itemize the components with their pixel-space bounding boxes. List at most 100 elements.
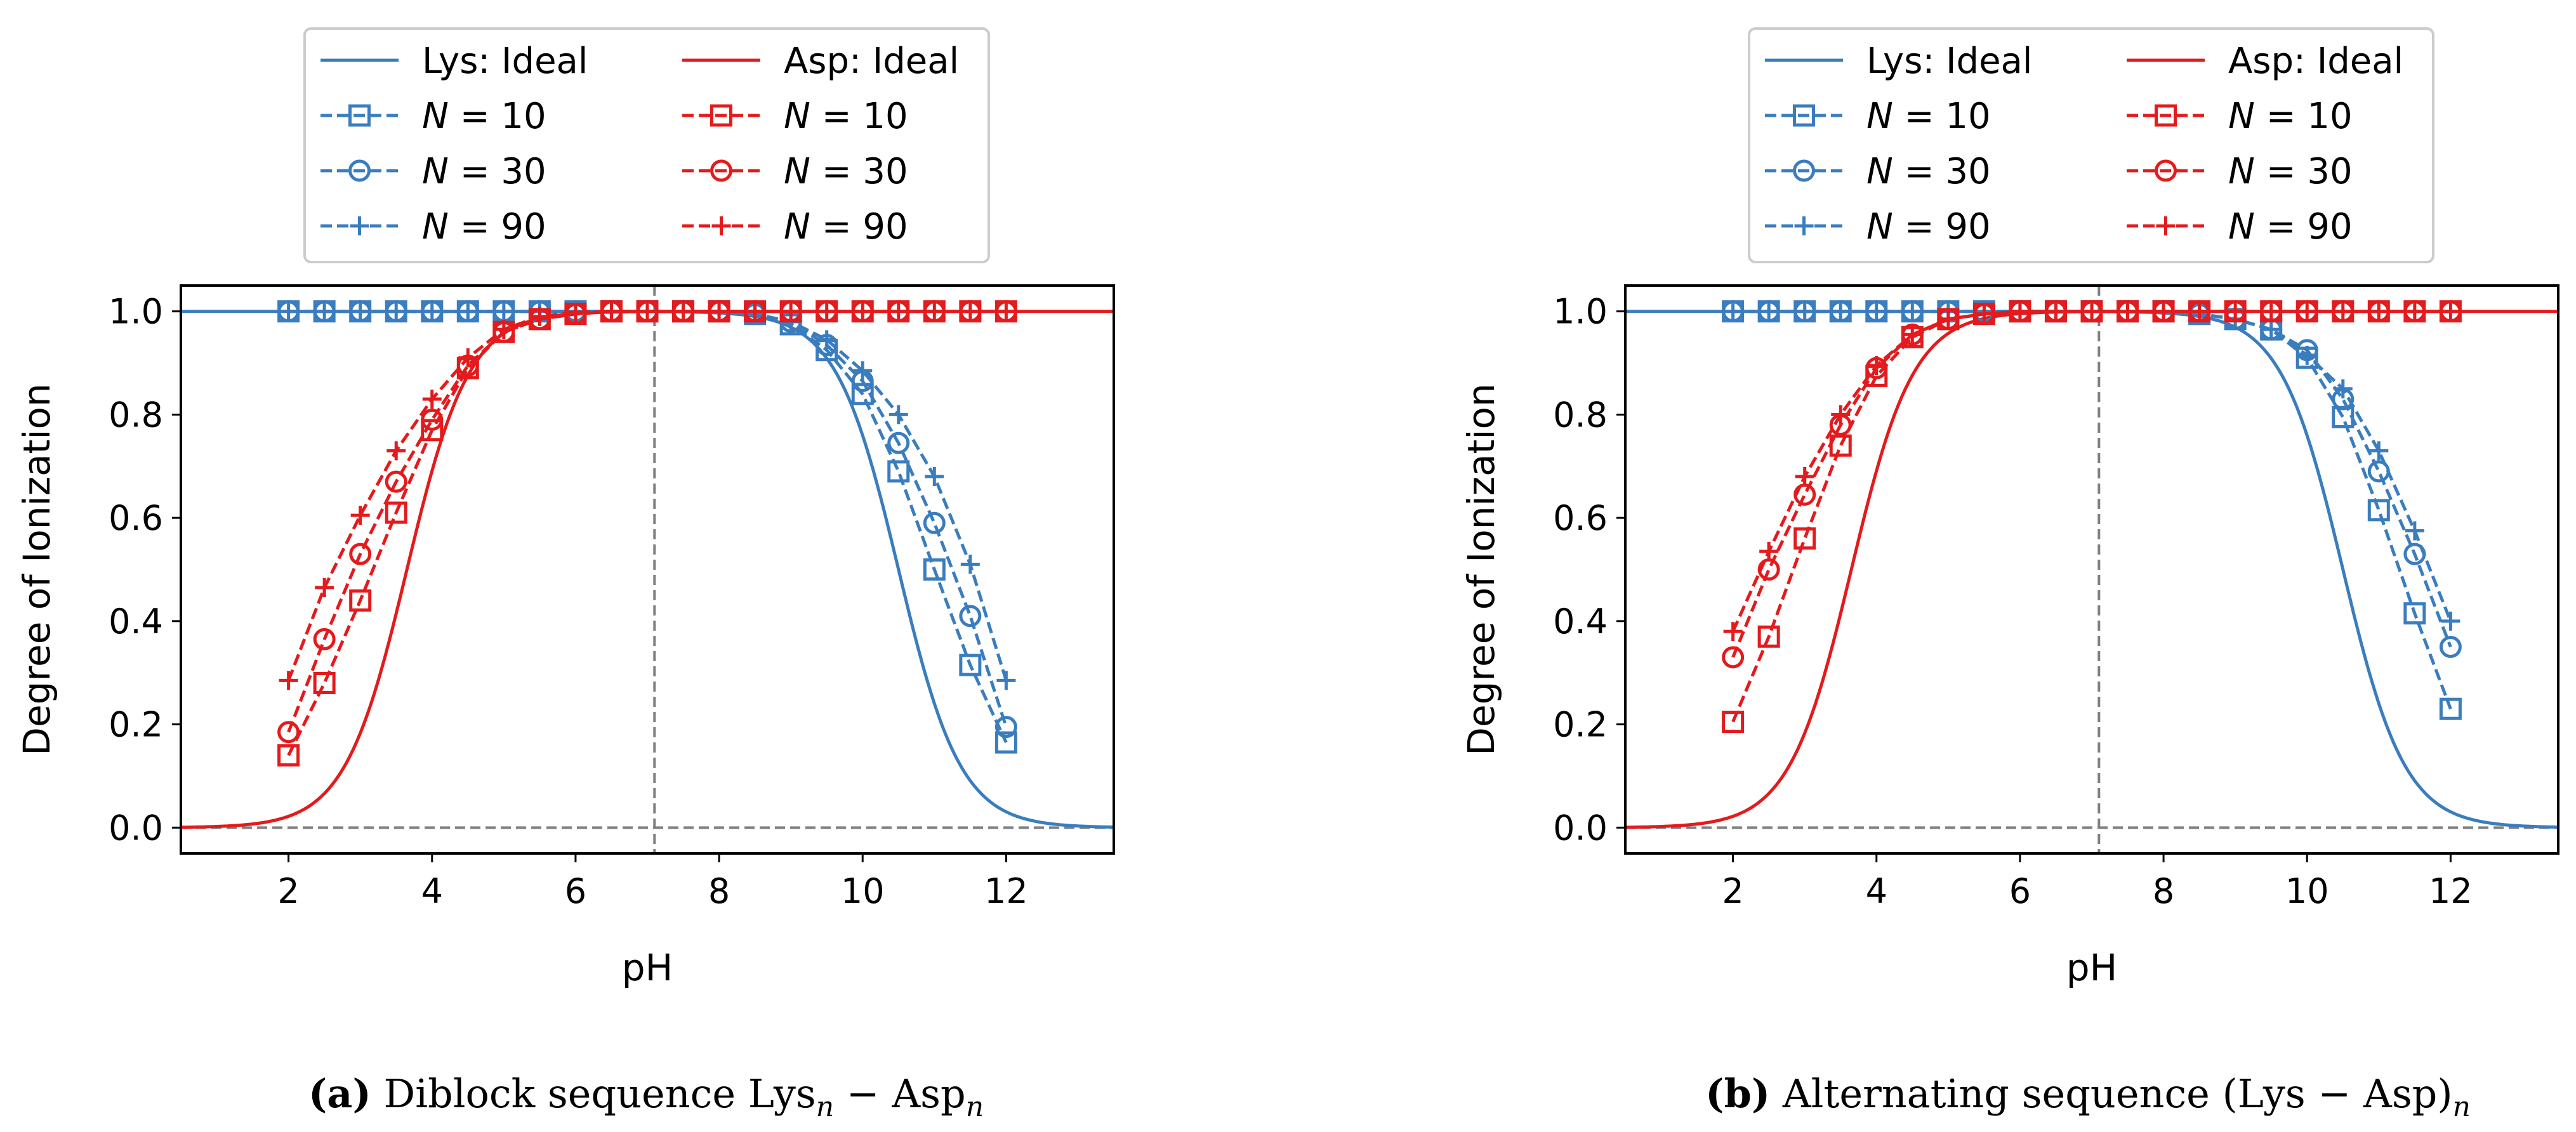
asp-plus-point bbox=[458, 348, 478, 367]
asp-plus-point bbox=[2297, 301, 2317, 321]
legend-label: Lys: Ideal bbox=[1866, 41, 2032, 82]
lys-square-point bbox=[2332, 405, 2355, 428]
legend-item: N = 10 bbox=[1765, 96, 1991, 137]
asp-plus-point bbox=[565, 303, 585, 322]
legend-marker bbox=[348, 104, 371, 127]
asp-plus-point bbox=[422, 390, 442, 409]
legend-item: N = 10 bbox=[682, 96, 908, 137]
lys-plus-line bbox=[288, 310, 1008, 681]
asp-plus-point bbox=[781, 301, 801, 321]
legend-box bbox=[1748, 27, 2434, 263]
caption-text: − Asp bbox=[834, 1070, 966, 1117]
lys-circle-point bbox=[887, 431, 910, 454]
lys-plus-point bbox=[279, 301, 298, 321]
lys-square-point bbox=[2439, 697, 2462, 720]
caption-text: Alternating sequence (Lys − Asp) bbox=[1770, 1070, 2452, 1117]
legend: Lys: Ideal N = 10 N = 30 N = 90 Asp: Ideal N … bbox=[303, 27, 990, 263]
asp-plus-point bbox=[1831, 405, 1851, 425]
legend-marker bbox=[710, 104, 732, 127]
panel-content: 2 4 6 8 10 12 0.0 0.2 0.4 0.6 0.8 1.0 pH Degree of Io… bbox=[15, 27, 1115, 1123]
asp-plus-point bbox=[960, 301, 980, 321]
plot-area bbox=[181, 286, 1114, 853]
asp-plus-point bbox=[2118, 301, 2137, 321]
y-tick-label: 0.8 bbox=[109, 395, 163, 435]
y-tick-label: 0.4 bbox=[1553, 602, 1608, 642]
legend-item: N = 30 bbox=[2127, 151, 2353, 192]
legend-label: N = 30 bbox=[784, 151, 908, 192]
asp-plus-point bbox=[2226, 301, 2245, 321]
lys-plus-point bbox=[422, 301, 442, 321]
y-tick-label: 0.2 bbox=[109, 705, 163, 745]
asp-plus-point bbox=[1723, 622, 1743, 642]
asp-plus-point bbox=[817, 301, 836, 321]
asp-plus-point bbox=[2046, 301, 2066, 321]
legend-label: N = 30 bbox=[422, 151, 546, 192]
asp-plus-point bbox=[315, 577, 334, 597]
asp-plus-point bbox=[2010, 301, 2030, 321]
lys-plus-point bbox=[315, 301, 334, 321]
asp-plus-point bbox=[853, 301, 873, 321]
x-tick-label: 4 bbox=[1866, 871, 1887, 911]
legend-item: N = 90 bbox=[1765, 206, 1991, 247]
y-tick-label: 0.2 bbox=[1553, 705, 1608, 745]
x-tick-label: 8 bbox=[708, 871, 730, 911]
lys-circle-point bbox=[923, 511, 946, 534]
asp-square-point bbox=[277, 744, 300, 767]
asp-circle-point bbox=[277, 721, 300, 744]
asp-plus-series bbox=[1723, 301, 2460, 642]
legend-label: N = 30 bbox=[1866, 151, 1991, 192]
asp-plus-series bbox=[279, 301, 1016, 690]
legend-marker bbox=[2156, 216, 2176, 235]
lys-square-point bbox=[2403, 602, 2426, 625]
lys-circle-line bbox=[1733, 310, 2452, 648]
lys-plus-point bbox=[350, 301, 370, 321]
lys-square-point bbox=[994, 731, 1017, 754]
legend-label: N = 10 bbox=[1866, 96, 1991, 137]
lys-square-point bbox=[2367, 499, 2390, 522]
asp-plus-point bbox=[1974, 304, 1994, 324]
x-tick-label: 2 bbox=[277, 871, 299, 911]
x-axis-label: pH bbox=[622, 946, 673, 989]
legend-item: Lys: Ideal bbox=[320, 41, 588, 82]
caption-subscript: n bbox=[816, 1091, 834, 1123]
asp-circle-point bbox=[421, 409, 444, 431]
asp-square-point bbox=[1722, 711, 1745, 734]
lys-circle-point bbox=[994, 716, 1017, 739]
asp-plus-point bbox=[350, 506, 370, 525]
lys-square-point bbox=[851, 383, 874, 405]
asp-plus-point bbox=[2441, 301, 2460, 321]
legend-label: N = 10 bbox=[784, 96, 908, 137]
x-tick-label: 12 bbox=[984, 871, 1028, 911]
asp-circle-point bbox=[313, 628, 336, 650]
legend-label: N = 10 bbox=[2228, 96, 2353, 137]
asp-circle-point bbox=[1722, 646, 1745, 669]
lys-plus-line bbox=[1733, 310, 2452, 622]
y-axis-label: Degree of Ionization bbox=[15, 383, 58, 755]
asp-plus-point bbox=[745, 301, 765, 321]
x-tick-label: 6 bbox=[2009, 871, 2031, 911]
lys-plus-point bbox=[2297, 345, 2317, 365]
lys-square-line bbox=[1733, 310, 2452, 710]
asp-plus-point bbox=[386, 441, 406, 461]
asp-plus-point bbox=[638, 301, 657, 321]
lys-plus-point bbox=[1831, 301, 1851, 321]
asp-square-line bbox=[287, 310, 1007, 756]
x-tick-label: 8 bbox=[2153, 871, 2174, 911]
caption: (b) Alternating sequence (Lys − Asp)n bbox=[1705, 1070, 2471, 1123]
asp-square-series bbox=[277, 300, 1017, 767]
legend-item: N = 90 bbox=[682, 206, 908, 247]
lys-plus-point bbox=[1723, 301, 1743, 321]
x-tick-label: 12 bbox=[2429, 871, 2473, 911]
plot-frame bbox=[1624, 284, 2559, 855]
lys-plus-point bbox=[494, 301, 513, 321]
asp-circle-line bbox=[1731, 310, 2451, 658]
lys-square-line bbox=[288, 310, 1008, 744]
caption-text: Diblock sequence Lys bbox=[371, 1070, 816, 1117]
caption: (a) Diblock sequence Lysn − Aspn bbox=[308, 1070, 984, 1123]
lys-ideal-line bbox=[181, 310, 1114, 829]
lys-square-point bbox=[959, 654, 982, 676]
lys-plus-point bbox=[2369, 441, 2389, 461]
lys-plus-point bbox=[888, 405, 908, 425]
lys-plus-point bbox=[817, 330, 836, 350]
